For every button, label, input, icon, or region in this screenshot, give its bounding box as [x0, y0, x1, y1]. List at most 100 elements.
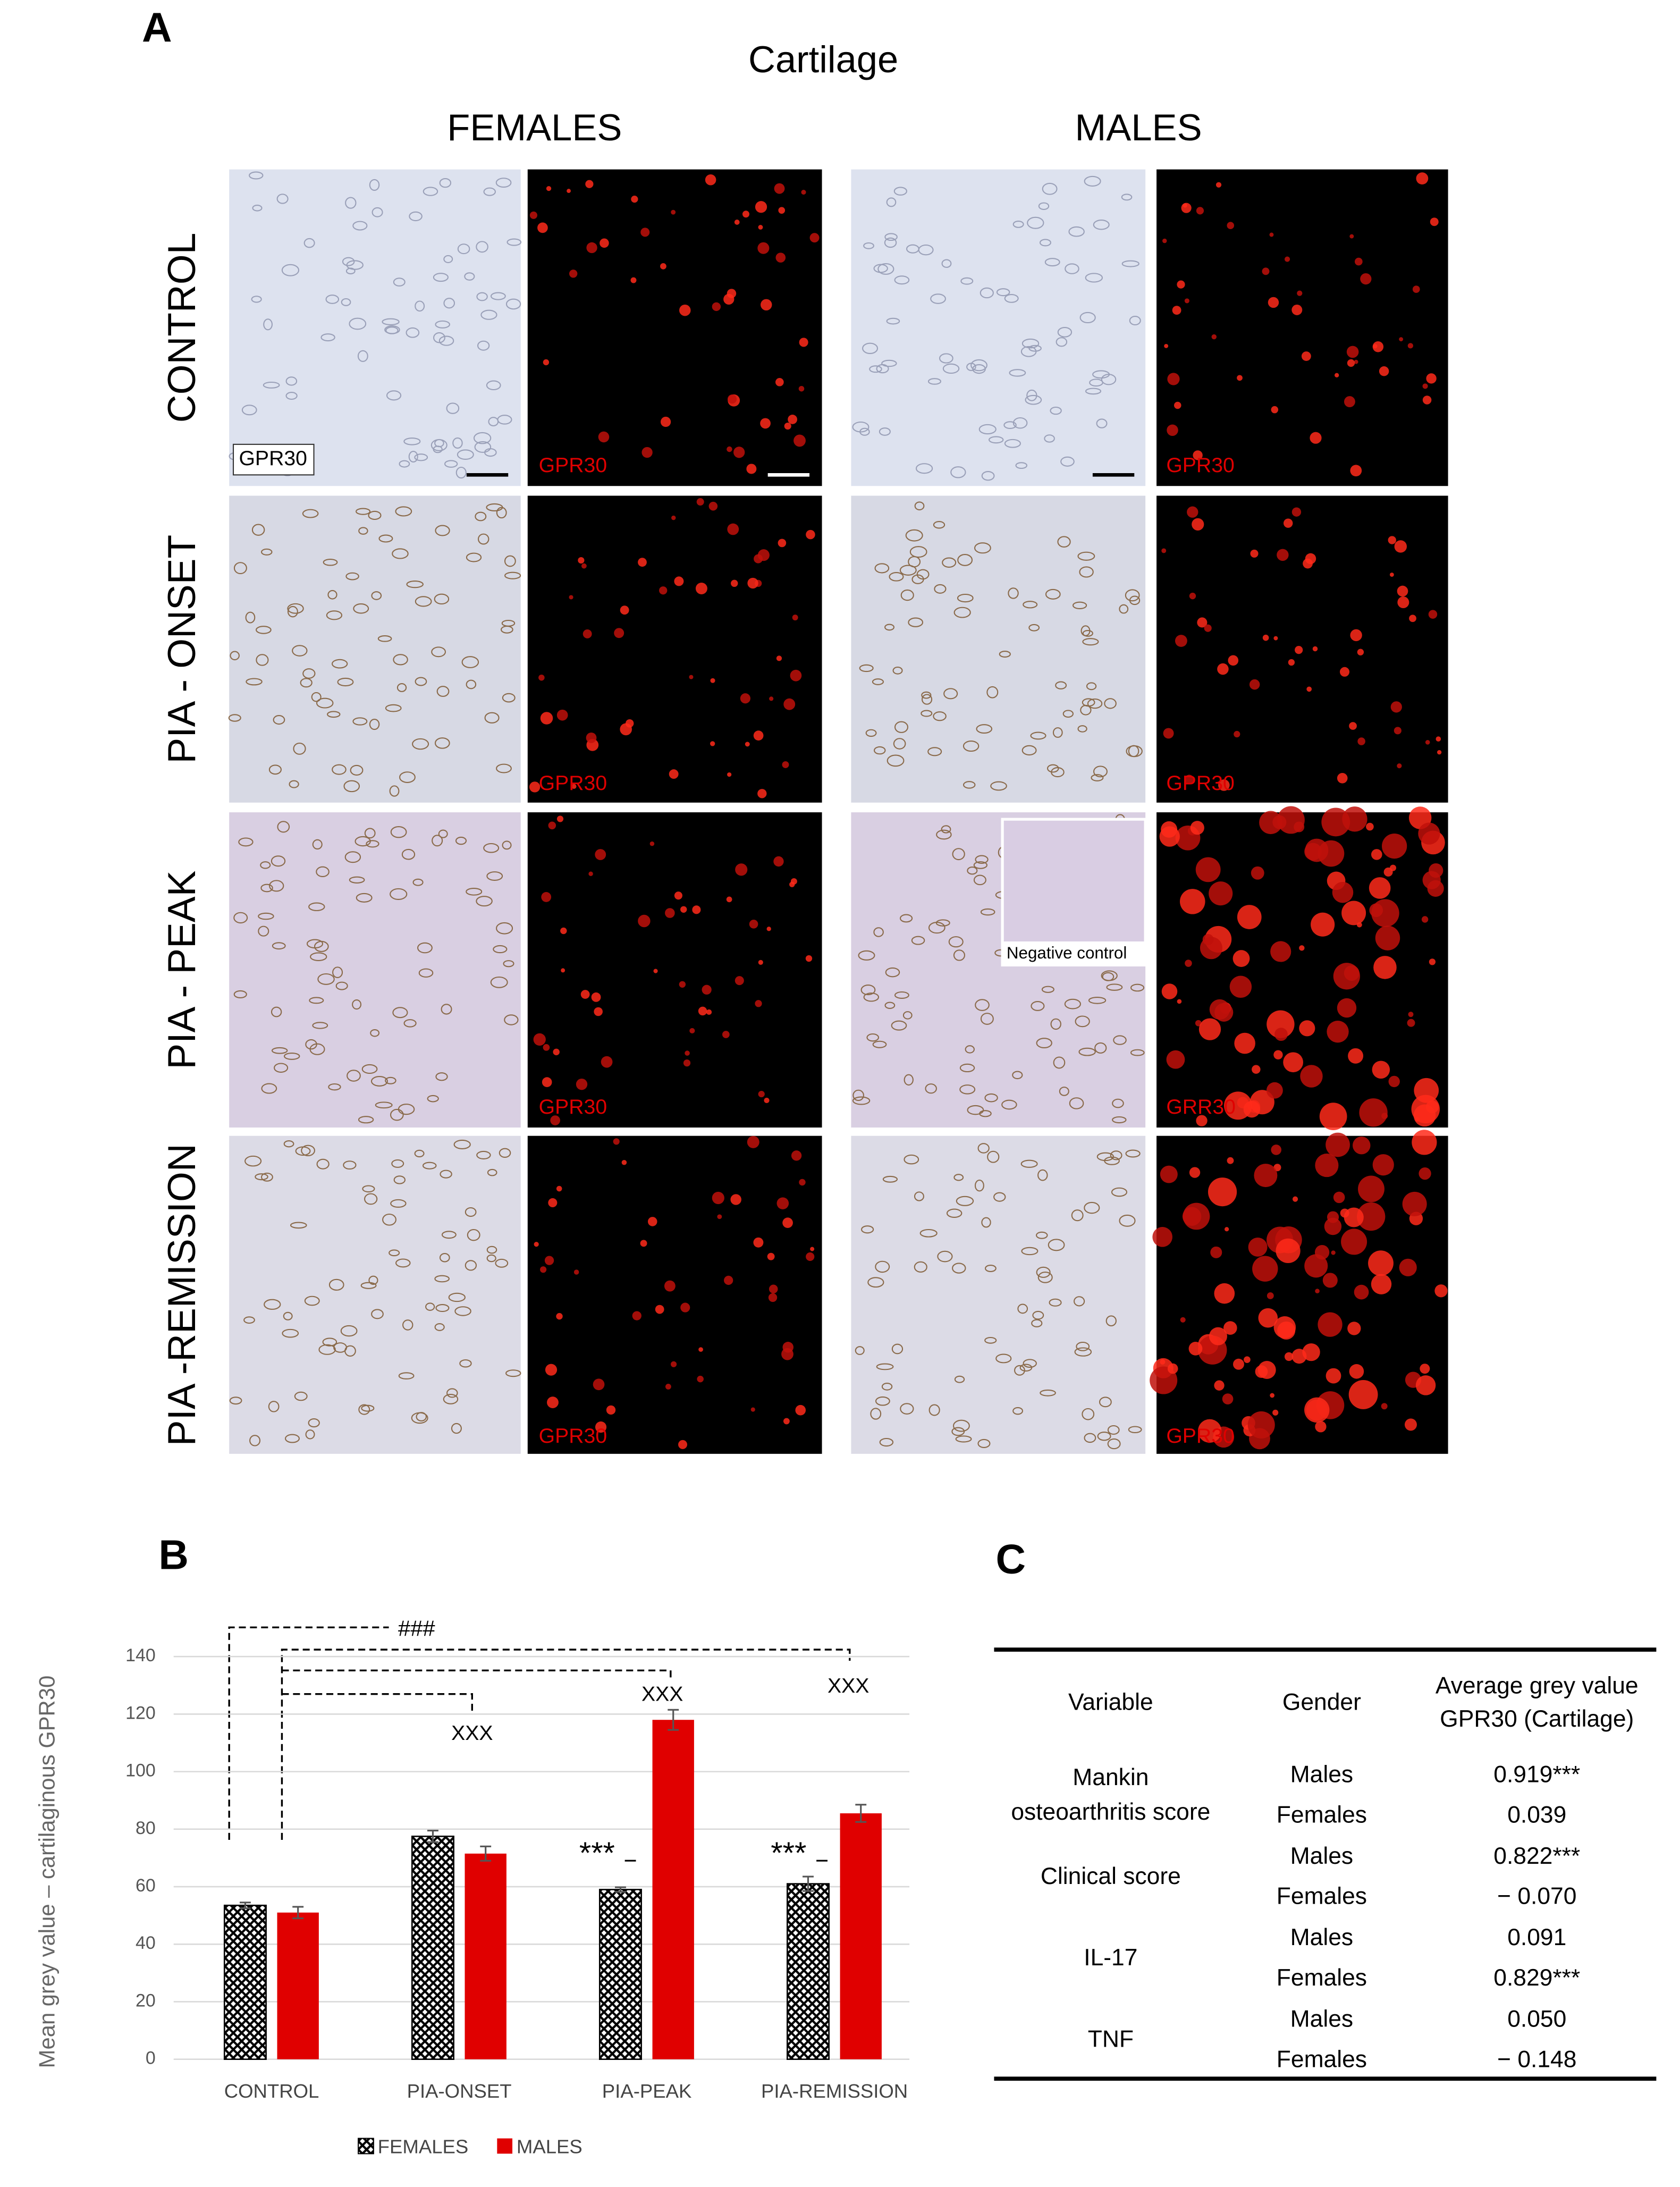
- texture: [1084, 175, 1101, 187]
- texture: [1274, 1028, 1288, 1041]
- texture: [345, 572, 359, 581]
- texture: [353, 603, 369, 614]
- texture: [1003, 421, 1017, 430]
- texture: [486, 1246, 497, 1254]
- texture: [1250, 549, 1259, 558]
- table-cell: Males: [1290, 1843, 1353, 1869]
- texture: [1052, 727, 1063, 738]
- texture: [1332, 881, 1354, 903]
- texture: [1347, 359, 1355, 367]
- texture: [358, 1404, 370, 1415]
- texture: [436, 686, 450, 697]
- texture: [1012, 221, 1024, 228]
- texture: [1112, 1116, 1127, 1124]
- table-cell: Males: [1290, 2006, 1353, 2032]
- texture: [1304, 1397, 1330, 1423]
- texture: [1192, 518, 1204, 531]
- texture: [1357, 1202, 1386, 1231]
- texture: [1347, 1322, 1361, 1335]
- texture: [1209, 1327, 1227, 1345]
- texture: [671, 209, 676, 215]
- texture: [941, 825, 951, 834]
- texture: [1179, 889, 1205, 914]
- texture: [368, 510, 382, 520]
- texture: [505, 298, 521, 310]
- texture: [1046, 764, 1059, 773]
- texture: [1045, 588, 1061, 600]
- texture: [1252, 1256, 1278, 1282]
- texture: [344, 851, 361, 863]
- texture: [914, 1261, 927, 1273]
- texture: [1102, 972, 1115, 981]
- texture: [251, 524, 265, 536]
- texture: [988, 436, 1004, 444]
- texture: [696, 498, 704, 506]
- texture: [529, 781, 541, 793]
- label-box: [232, 443, 315, 476]
- texture: [500, 625, 513, 634]
- texture: [1425, 739, 1430, 745]
- texture: [1412, 285, 1420, 293]
- texture: [674, 891, 682, 900]
- texture: [760, 418, 771, 429]
- texture: [1418, 822, 1440, 845]
- texture: [395, 506, 412, 517]
- texture: [1101, 374, 1117, 385]
- texture: [1422, 383, 1428, 389]
- texture: [332, 966, 343, 979]
- texture: [385, 1076, 396, 1084]
- texture: [446, 1388, 458, 1398]
- texture: [1110, 1150, 1122, 1160]
- texture: [1196, 207, 1204, 215]
- texture: [620, 723, 632, 736]
- texture: [862, 342, 879, 354]
- micrograph-label: GPR30: [239, 447, 307, 470]
- texture: [1183, 1202, 1210, 1230]
- texture: [1111, 1187, 1128, 1197]
- texture: [1048, 1239, 1065, 1251]
- texture: [586, 242, 597, 254]
- texture: [891, 1020, 907, 1031]
- texture: [1082, 629, 1093, 637]
- texture: [541, 892, 552, 902]
- texture: [251, 296, 262, 303]
- texture: [484, 712, 500, 724]
- texture: [371, 591, 382, 600]
- table-cell: − 0.070: [1497, 1883, 1576, 1910]
- texture: [1224, 1227, 1229, 1232]
- texture: [975, 855, 989, 864]
- texture: [942, 363, 960, 374]
- texture: [1031, 1319, 1043, 1327]
- texture: [1372, 341, 1384, 352]
- texture: [755, 201, 767, 213]
- texture: [317, 973, 335, 985]
- error-bar: [480, 1845, 492, 1862]
- texture: [1341, 901, 1366, 926]
- texture: [312, 1022, 328, 1029]
- texture: [350, 764, 364, 776]
- texture: [433, 332, 445, 343]
- texture: [761, 299, 772, 311]
- texture: [952, 848, 965, 861]
- texture: [496, 507, 507, 519]
- texture: [1300, 1065, 1323, 1088]
- table-cell: Males: [1290, 1762, 1353, 1788]
- texture: [746, 464, 757, 474]
- micrograph: [229, 1135, 521, 1454]
- texture: [256, 654, 269, 666]
- texture: [1211, 334, 1217, 340]
- texture: [778, 207, 786, 214]
- texture: [415, 300, 425, 312]
- error-bar: [427, 1829, 438, 1843]
- texture: [1177, 280, 1185, 289]
- error-bar: [615, 1886, 626, 1893]
- y-tick-label: 60: [136, 1875, 156, 1896]
- texture: [683, 1059, 691, 1067]
- texture: [782, 1217, 793, 1229]
- texture: [476, 241, 488, 253]
- texture: [1189, 592, 1196, 600]
- texture: [775, 378, 784, 386]
- texture: [1065, 263, 1079, 274]
- texture: [892, 666, 903, 675]
- texture: [1273, 636, 1278, 641]
